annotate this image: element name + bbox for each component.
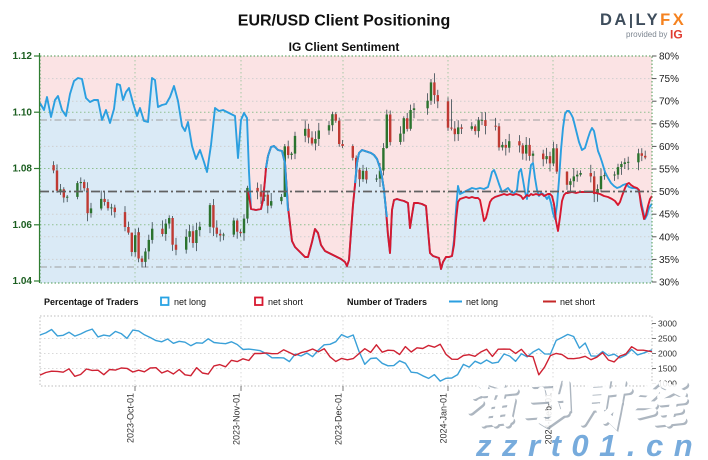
svg-text:3000: 3000 [658,319,677,329]
svg-text:35%: 35% [659,255,679,266]
svg-text:2023-Dec-01: 2023-Dec-01 [334,393,344,445]
svg-text:1.12: 1.12 [13,51,33,62]
svg-text:1.04: 1.04 [13,276,33,287]
svg-text:1.08: 1.08 [13,164,33,175]
svg-text:30%: 30% [659,278,679,289]
svg-text:Percentage of Traders: Percentage of Traders [44,297,139,307]
svg-text:1500: 1500 [658,364,677,374]
svg-text:Number of Traders: Number of Traders [347,297,427,307]
svg-text:2023-Oct-01: 2023-Oct-01 [126,393,136,443]
svg-text:1.10: 1.10 [13,108,33,119]
svg-text:50%: 50% [659,187,679,198]
svg-text:IG: IG [670,28,683,42]
svg-text:2000: 2000 [658,349,677,359]
svg-text:45%: 45% [659,210,679,221]
svg-text:net short: net short [268,297,304,307]
svg-text:40%: 40% [659,232,679,243]
svg-text:65%: 65% [659,119,679,130]
svg-text:DA|LYFX: DA|LYFX [600,11,686,29]
svg-text:net short: net short [560,297,596,307]
svg-text:zzrt01.cn: zzrt01.cn [475,428,703,460]
svg-text:55%: 55% [659,165,679,176]
svg-text:75%: 75% [659,74,679,85]
svg-text:2024-Jan-01: 2024-Jan-01 [439,393,449,444]
svg-text:2500: 2500 [658,334,677,344]
svg-text:60%: 60% [659,142,679,153]
svg-text:net long: net long [174,297,206,307]
svg-text:1.06: 1.06 [13,220,33,231]
svg-text:net long: net long [466,297,498,307]
svg-text:provided by: provided by [626,30,667,39]
svg-text:70%: 70% [659,97,679,108]
svg-text:IG Client Sentiment: IG Client Sentiment [289,40,400,54]
svg-text:80%: 80% [659,52,679,63]
svg-text:EUR/USD Client Positioning: EUR/USD Client Positioning [238,13,450,30]
svg-text:2023-Nov-01: 2023-Nov-01 [232,393,242,445]
